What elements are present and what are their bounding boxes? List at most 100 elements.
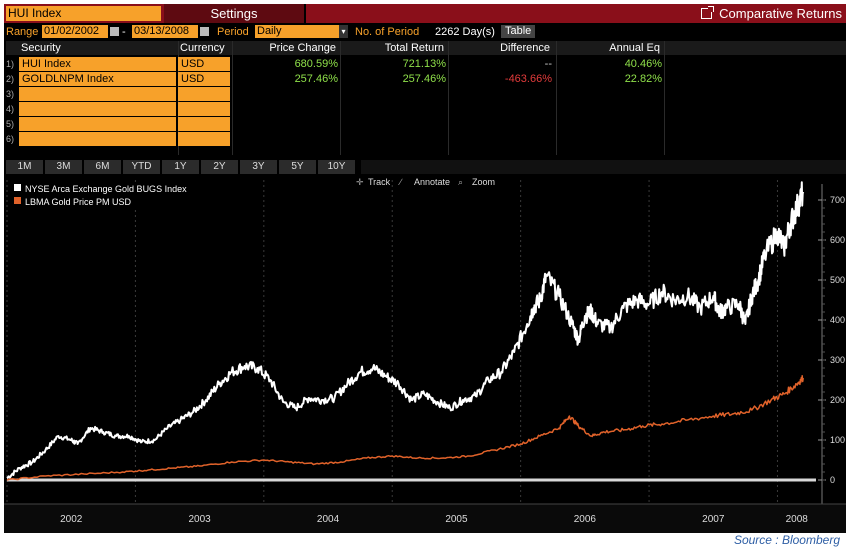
range-dash: -	[122, 26, 126, 38]
y-tick-label: 300	[830, 355, 845, 365]
chart-series	[6, 181, 805, 481]
series-line-gold	[6, 375, 804, 481]
comparative-returns-chart[interactable]: 0 100 200 300 400 500 600 700 2002 2003 2004 2005 20…	[4, 4, 846, 533]
period-button-10y[interactable]: 10Y	[318, 160, 355, 174]
total-return-value: 721.13%	[402, 58, 446, 70]
row-number: 4)	[6, 104, 15, 114]
period-button-2y[interactable]: 2Y	[201, 160, 238, 174]
x-tick-label: 2005	[445, 514, 468, 525]
x-tick-label: 2006	[574, 514, 597, 525]
col-security[interactable]: Security	[21, 42, 61, 54]
top-separator	[304, 4, 306, 23]
y-tick-label: 500	[830, 275, 845, 285]
x-axis-band	[4, 504, 846, 533]
currency-cell[interactable]: USD	[178, 57, 230, 71]
calendar-icon[interactable]	[110, 27, 119, 36]
security-cell[interactable]: HUI Index	[19, 57, 176, 71]
y-tick-label: 0	[830, 475, 835, 485]
table-button[interactable]: Table	[501, 25, 536, 38]
y-tick-label: 200	[830, 395, 845, 405]
magnifier-icon[interactable]: ⌕	[458, 177, 463, 187]
period-button-3y[interactable]: 3Y	[240, 160, 277, 174]
period-button-6m[interactable]: 6M	[84, 160, 121, 174]
column-divider	[664, 41, 665, 155]
x-tick-label: 2007	[702, 514, 725, 525]
security-cell[interactable]: GOLDLNPM Index	[19, 72, 176, 86]
column-divider	[448, 41, 449, 155]
period-buttons-rest	[361, 160, 846, 174]
period-select[interactable]: Daily	[255, 25, 339, 38]
col-total-return[interactable]: Total Return	[384, 42, 444, 54]
pencil-icon[interactable]: ∕	[398, 177, 403, 187]
x-tick-label: 2003	[188, 514, 211, 525]
legend-label-hui: NYSE Arca Exchange Gold BUGS Index	[25, 184, 187, 194]
col-annual-eq[interactable]: Annual Eq	[609, 42, 660, 54]
currency-cell[interactable]: USD	[178, 72, 230, 86]
security-cell[interactable]	[19, 102, 176, 116]
track-button[interactable]: Track	[368, 177, 391, 187]
period-button-5y[interactable]: 5Y	[279, 160, 316, 174]
row-number: 2)	[6, 74, 15, 84]
column-divider	[556, 41, 557, 155]
ticker-field[interactable]: HUI Index	[6, 6, 161, 21]
currency-cell[interactable]	[178, 117, 230, 131]
chevron-down-icon[interactable]: ▾	[339, 25, 348, 38]
nperiod-value: 2262 Day(s)	[435, 26, 495, 38]
period-button-3m[interactable]: 3M	[45, 160, 82, 174]
range-label: Range	[6, 26, 39, 38]
x-tick-label: 2008	[786, 514, 809, 525]
price-change-value: 257.46%	[294, 73, 338, 85]
chart-toolbar: ✛ Track ∕ Annotate ⌕ Zoom	[356, 177, 495, 187]
column-divider	[232, 41, 233, 155]
row-number: 6)	[6, 134, 15, 144]
nperiod-label: No. of Period	[355, 26, 420, 38]
total-return-value: 257.46%	[402, 73, 446, 85]
legend-swatch-white	[14, 184, 21, 191]
comparative-returns-button[interactable]: Comparative Returns	[701, 4, 842, 23]
legend-label-gold: LBMA Gold Price PM USD	[25, 197, 132, 207]
security-cell[interactable]	[19, 117, 176, 131]
col-currency[interactable]: Currency	[180, 42, 225, 54]
legend-swatch-orange	[14, 197, 21, 204]
row-number: 3)	[6, 89, 15, 99]
comparative-returns-label: Comparative Returns	[719, 6, 842, 21]
chart-axes: 0 100 200 300 400 500 600 700 2002 2003 2004 2005 20…	[4, 184, 846, 533]
security-cell[interactable]	[19, 132, 176, 146]
crosshair-icon[interactable]: ✛	[356, 177, 364, 187]
y-tick-label: 700	[830, 195, 845, 205]
settings-button[interactable]: Settings	[164, 4, 304, 23]
col-price-change[interactable]: Price Change	[269, 42, 336, 54]
period-button-1m[interactable]: 1M	[6, 160, 43, 174]
annual-eq-value: 40.46%	[624, 58, 662, 70]
period-label: Period	[217, 26, 249, 38]
top-bar: HUI Index Settings Comparative Returns	[4, 4, 846, 23]
y-tick-label: 100	[830, 435, 845, 445]
currency-cell[interactable]	[178, 132, 230, 146]
period-button-ytd[interactable]: YTD	[123, 160, 160, 174]
calendar-icon[interactable]	[200, 27, 209, 36]
chart-gridlines	[6, 180, 816, 512]
chart-legend: NYSE Arca Exchange Gold BUGS Index LBMA …	[12, 182, 190, 209]
source-caption: Source : Bloomberg	[733, 533, 840, 547]
period-button-1y[interactable]: 1Y	[162, 160, 199, 174]
x-tick-label: 2004	[317, 514, 340, 525]
bloomberg-terminal: HUI Index Settings Comparative Returns R…	[4, 4, 846, 533]
row-number: 5)	[6, 119, 15, 129]
annual-eq-value: 22.82%	[624, 73, 662, 85]
annotate-button[interactable]: Annotate	[414, 177, 450, 187]
currency-cell[interactable]	[178, 102, 230, 116]
x-tick-label: 2002	[60, 514, 83, 525]
table-header-bg	[6, 41, 846, 55]
series-line-hui	[6, 181, 805, 479]
row-number: 1)	[6, 59, 15, 69]
end-date-field[interactable]: 03/13/2008	[132, 25, 198, 38]
security-cell[interactable]	[19, 87, 176, 101]
column-divider	[340, 41, 341, 155]
col-difference[interactable]: Difference	[500, 42, 550, 54]
y-tick-label: 400	[830, 315, 845, 325]
zoom-button[interactable]: Zoom	[472, 177, 495, 187]
price-change-value: 680.59%	[294, 58, 338, 70]
start-date-field[interactable]: 01/02/2002	[42, 25, 108, 38]
legend-box	[12, 182, 190, 209]
currency-cell[interactable]	[178, 87, 230, 101]
